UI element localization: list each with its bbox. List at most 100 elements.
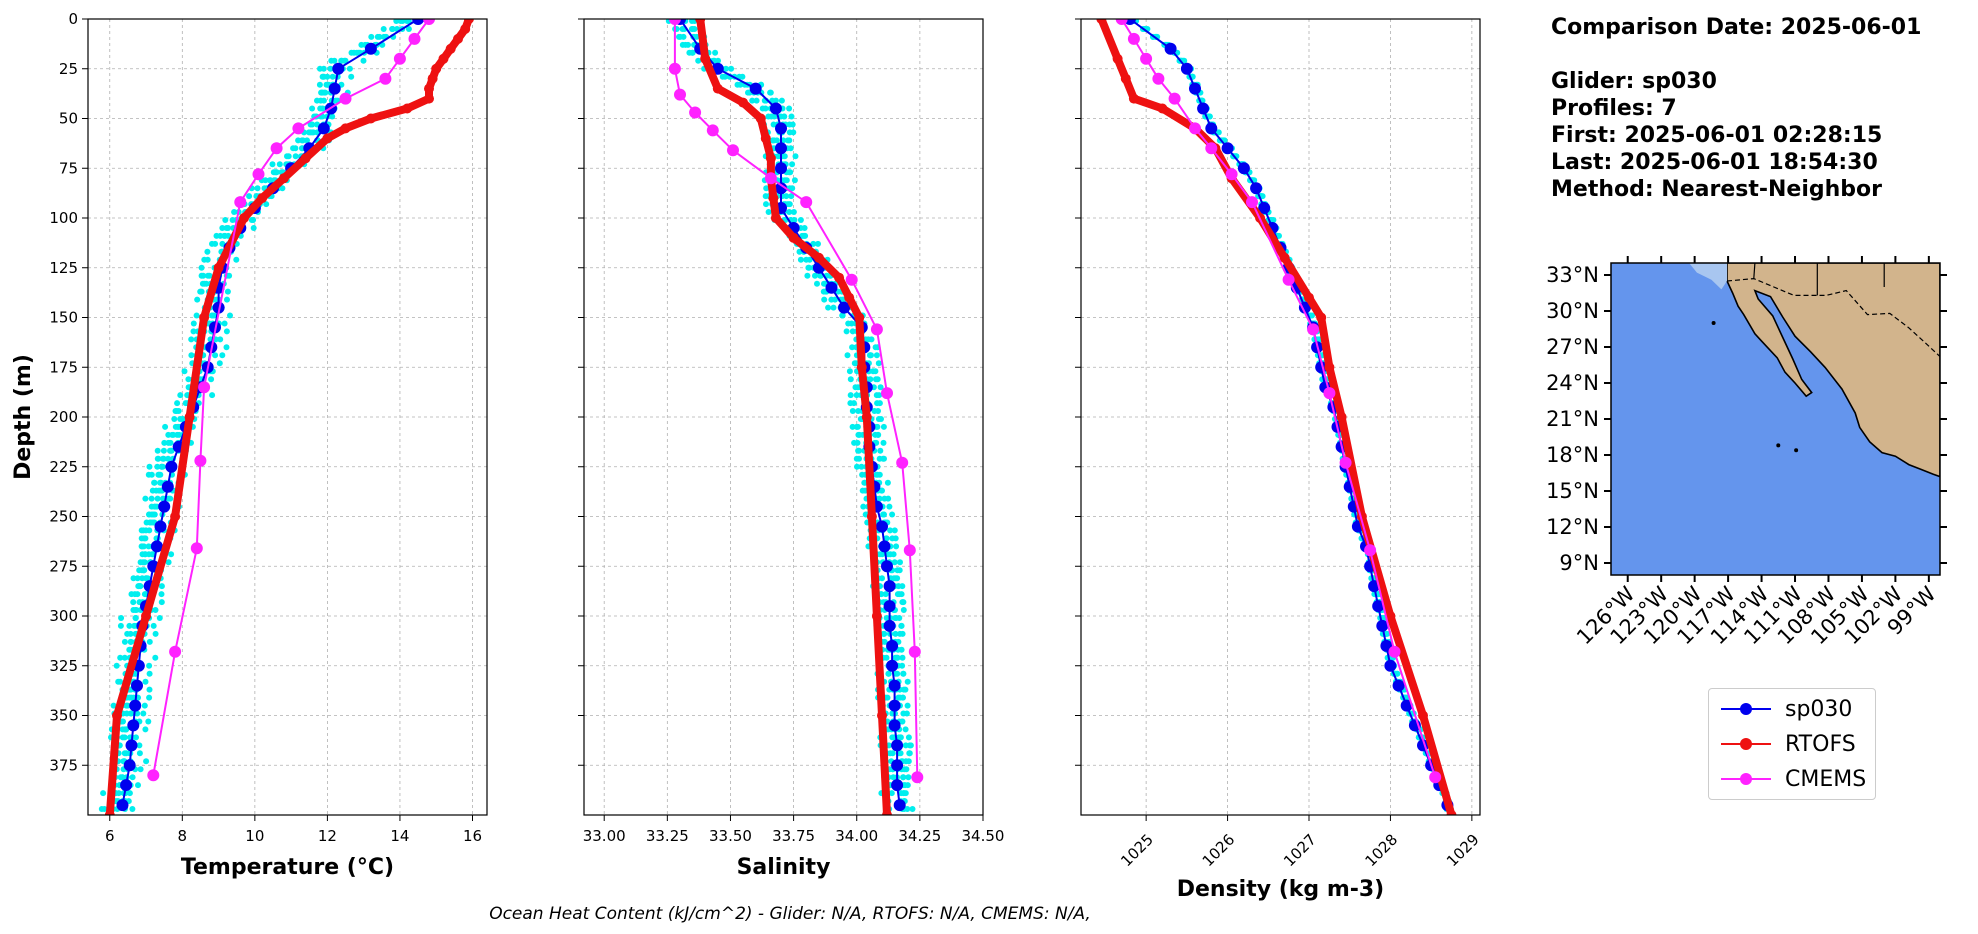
temperature-point-sp030: [158, 500, 171, 513]
density-point-cmems: [1205, 142, 1218, 155]
temperature-raw-point: [208, 376, 215, 383]
temperature-raw-point: [141, 567, 148, 574]
salinity-raw-point: [789, 185, 796, 192]
temperature-raw-point: [351, 49, 357, 56]
salinity-raw-point: [892, 535, 899, 542]
salinity-point-rtofs: [768, 193, 779, 204]
temperature-raw-point: [148, 471, 155, 478]
salinity-raw-point: [872, 344, 879, 351]
map-lat-label: 30°N: [1546, 299, 1599, 323]
temperature-raw-point: [160, 447, 167, 454]
temperature-raw-point: [140, 527, 147, 534]
temperature-raw-point: [135, 782, 141, 789]
salinity-raw-point: [897, 694, 904, 701]
temperature-raw-point: [161, 439, 168, 446]
temperature-point-sp030: [154, 520, 167, 533]
salinity-raw-point: [899, 654, 906, 661]
temperature-raw-point: [158, 591, 165, 598]
salinity-point-sp030: [888, 699, 901, 712]
temperature-raw-point: [154, 447, 161, 454]
salinity-raw-point: [686, 49, 693, 56]
temperature-point-sp030: [129, 699, 142, 712]
salinity-raw-point: [812, 272, 818, 279]
map-area: [1611, 263, 1940, 575]
salinity-raw-point: [872, 431, 879, 438]
temperature-raw-point: [146, 662, 153, 669]
salinity-raw-point: [890, 551, 897, 558]
salinity-raw-point: [888, 790, 895, 797]
density-point-rtofs: [1112, 53, 1123, 64]
temperature-raw-point: [121, 750, 128, 757]
salinity-xtick-label: 34.25: [898, 827, 941, 845]
legend-label-rtofs: RTOFS: [1785, 731, 1856, 757]
map-border: [1726, 277, 1940, 358]
salinity-raw-point: [801, 225, 808, 231]
temperature-raw-point: [181, 368, 188, 375]
temperature-raw-point: [319, 105, 326, 112]
density-point-rtofs: [1304, 292, 1314, 303]
temperature-raw-point: [126, 622, 133, 629]
map-lat-label: 33°N: [1546, 263, 1599, 287]
salinity-raw-point: [855, 431, 862, 438]
temperature-raw-point: [167, 439, 174, 446]
salinity-raw-point: [803, 256, 810, 263]
temperature-raw-point: [216, 360, 223, 367]
temperature-raw-point: [126, 694, 133, 701]
salinity-xtick-label: 34.50: [962, 827, 1005, 845]
temperature-raw-point: [126, 790, 133, 797]
salinity-point-cmems: [674, 88, 686, 101]
depth-tick-label: 50: [59, 110, 78, 128]
temperature-point-rtofs: [365, 113, 376, 124]
temperature-point-rtofs: [213, 262, 224, 273]
salinity-raw-point: [763, 185, 770, 192]
salinity-raw-point: [889, 511, 896, 518]
temperature-point-cmems: [169, 645, 182, 658]
temperature-point-rtofs: [431, 63, 442, 74]
temperature-plot-area: [98, 19, 474, 815]
temperature-point-sp030: [165, 460, 178, 473]
salinity-raw-point: [907, 742, 914, 749]
salinity-raw-point: [821, 280, 827, 287]
temperature-point-cmems: [408, 32, 421, 45]
map-land: [1726, 263, 1940, 478]
temperature-raw-point: [254, 185, 261, 192]
salinity-raw-point: [791, 177, 798, 184]
salinity-raw-point: [788, 113, 795, 120]
salinity-xtick-label: 33.25: [646, 827, 689, 845]
temperature-point-sp030: [125, 739, 138, 752]
temperature-raw-point: [276, 161, 283, 168]
map-lat-label: 27°N: [1546, 335, 1599, 359]
temperature-raw-point: [153, 487, 160, 494]
temperature-raw-point: [404, 19, 411, 24]
temperature-raw-point: [113, 662, 120, 669]
salinity-point-rtofs: [700, 53, 711, 64]
map-border: [1753, 263, 1756, 279]
temperature-point-sp030: [131, 679, 143, 692]
temperature-point-cmems: [379, 72, 392, 85]
temperature-raw-point: [128, 591, 135, 598]
temperature-raw-point: [188, 352, 195, 359]
salinity-point-sp030: [769, 102, 782, 115]
salinity-point-sp030: [893, 799, 906, 812]
salinity-raw-point: [902, 742, 909, 749]
temperature-point-rtofs: [104, 810, 115, 815]
legend-item-sp030: sp030: [1719, 694, 1852, 724]
salinity-raw-point: [904, 702, 911, 709]
salinity-raw-point: [904, 678, 911, 685]
salinity-raw-point: [804, 272, 811, 279]
temperature-point-rtofs: [184, 412, 195, 422]
temperature-raw-point: [127, 710, 134, 717]
salinity-raw-point: [844, 352, 851, 359]
salinity-raw-point: [679, 41, 686, 48]
density-point-rtofs: [1096, 19, 1107, 24]
density-point-rtofs: [1385, 611, 1396, 621]
salinity-raw-point: [894, 654, 901, 661]
salinity-raw-point: [899, 662, 906, 669]
salinity-raw-point: [853, 423, 860, 430]
salinity-raw-point: [759, 105, 766, 112]
map-lat-label: 24°N: [1546, 371, 1599, 395]
salinity-point-sp030: [888, 679, 901, 692]
temperature-point-rtofs: [170, 511, 181, 522]
temperature-raw-point: [154, 495, 161, 502]
density-point-cmems: [1429, 771, 1442, 784]
